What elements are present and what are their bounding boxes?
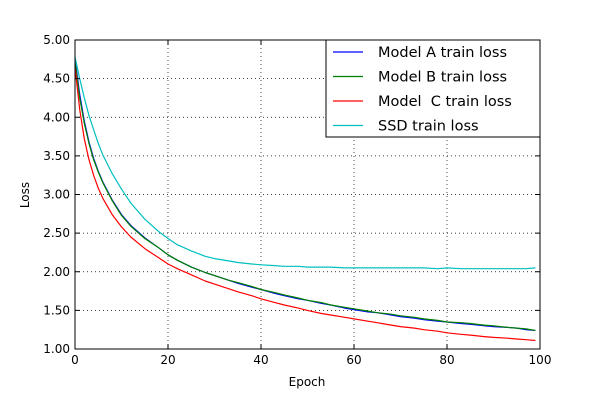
series-line-3 [74,66,536,342]
y-tick-label: 2.00 [43,265,70,279]
y-tick-label: 4.00 [43,110,70,124]
legend-label-4: SSD train loss [378,119,479,135]
legend-label-3: Model C train loss [378,94,512,110]
series-line-4 [74,56,536,270]
x-tick-label: 60 [346,353,361,367]
tick-labels: 0 20 40 60 80 100 1.00 1.50 2.00 2.50 3.00 3.50 4.00… [43,33,551,367]
x-tick-label: 0 [71,353,79,367]
legend-label-1: Model A train loss [378,45,507,61]
y-axis-label: Loss [18,182,32,208]
y-tick-label: 1.50 [43,303,70,317]
legend-label-2: Model B train loss [378,70,507,86]
y-tick-label: 3.00 [43,188,70,202]
legend-box [325,39,541,138]
x-tick-label: 40 [253,353,268,367]
y-tick-label: 1.00 [43,342,70,356]
x-tick-label: 20 [160,353,175,367]
y-tick-label: 3.50 [43,149,70,163]
y-tick-label: 5.00 [43,33,70,47]
y-tick-label: 4.50 [43,72,70,86]
y-tick-label: 2.50 [43,226,70,240]
legend: Model A train loss Model B train loss Mode… [325,39,541,138]
series-line-2 [74,61,536,332]
series-lines [74,56,536,342]
x-tick-label: 100 [529,353,552,367]
x-axis-label: Epoch [289,375,326,389]
x-tick-label: 80 [439,353,454,367]
